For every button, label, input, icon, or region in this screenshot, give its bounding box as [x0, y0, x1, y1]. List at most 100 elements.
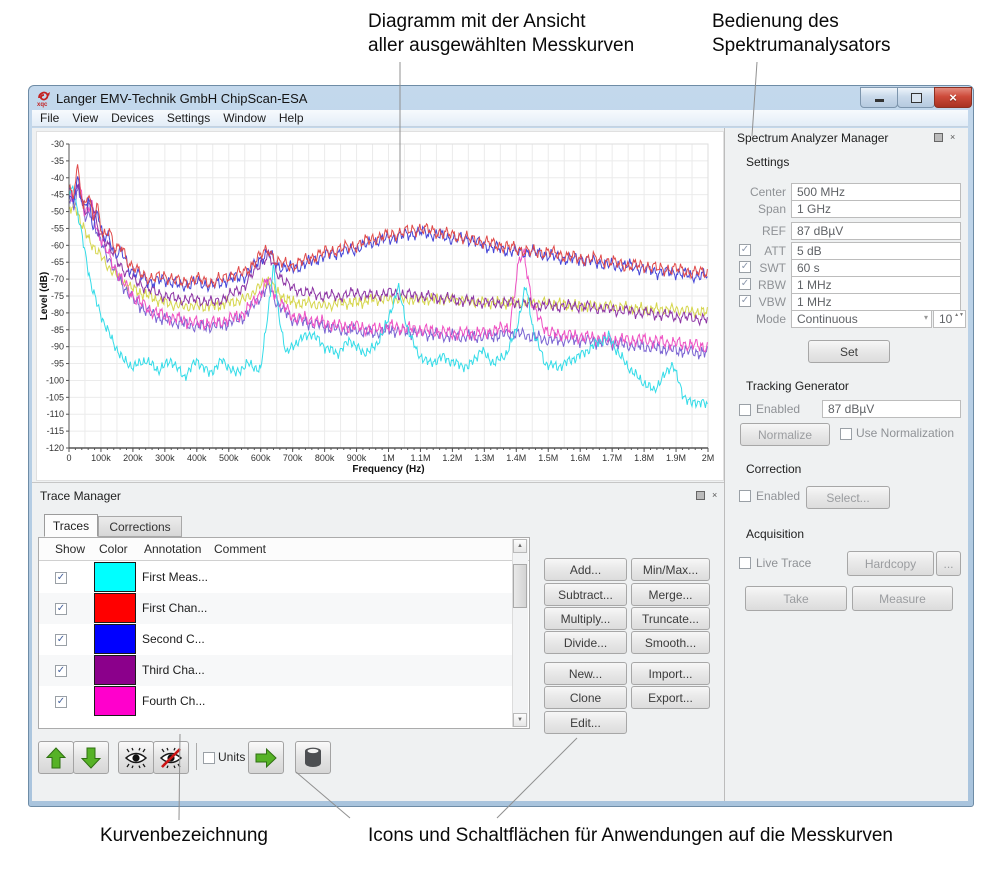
move-trace-up-button[interactable] — [38, 741, 74, 774]
menu-item-help[interactable]: Help — [278, 111, 304, 125]
delete-trace-button[interactable] — [295, 741, 331, 774]
trace-op-new-button[interactable]: New... — [544, 662, 627, 685]
normalize-button[interactable]: Normalize — [740, 423, 830, 446]
att-field[interactable]: 5 dB — [791, 242, 961, 260]
mode-label: Mode — [755, 312, 786, 326]
scroll-down-icon[interactable]: ▼ — [513, 713, 527, 727]
use-normalization-checkbox[interactable] — [840, 428, 852, 440]
swt-checkbox[interactable]: ✓ — [739, 261, 751, 273]
tracking-level-field[interactable]: 87 dBµV — [822, 400, 961, 418]
trace-op-add-button[interactable]: Add... — [544, 558, 627, 581]
y-tick-label: -75 — [51, 291, 64, 301]
y-tick-label: -105 — [46, 392, 64, 402]
table-row[interactable]: ✓ First Meas... — [39, 562, 513, 593]
menu-item-view[interactable]: View — [72, 111, 99, 125]
x-tick-label: 1M — [382, 453, 395, 463]
center-field[interactable]: 500 MHz — [791, 183, 961, 201]
live-trace-checkbox[interactable] — [739, 557, 751, 569]
trace-show-checkbox[interactable]: ✓ — [55, 634, 67, 646]
column-header-annotation[interactable]: Annotation — [144, 542, 202, 556]
trace-show-checkbox[interactable]: ✓ — [55, 603, 67, 615]
trace-op-truncate-button[interactable]: Truncate... — [631, 607, 710, 630]
menu-item-window[interactable]: Window — [223, 111, 266, 125]
move-trace-down-button[interactable] — [73, 741, 109, 774]
show-traces-button[interactable] — [118, 741, 154, 774]
menu-item-settings[interactable]: Settings — [166, 111, 211, 125]
column-header-show[interactable]: Show — [55, 542, 86, 556]
table-row[interactable]: ✓ First Chan... — [39, 593, 513, 624]
units-checkbox[interactable] — [203, 752, 215, 764]
trace-annotation: Third Cha... — [142, 663, 205, 677]
pin-icon[interactable] — [696, 491, 705, 500]
table-row[interactable]: ✓ Second C... — [39, 624, 513, 655]
langer-logo-icon: xqc — [37, 91, 50, 108]
column-header-color[interactable]: Color — [99, 542, 128, 556]
trace-color-swatch[interactable] — [94, 593, 136, 623]
hardcopy-more-button[interactable]: ... — [936, 551, 961, 576]
close-button[interactable]: × — [934, 87, 972, 108]
trace-op-export-button[interactable]: Export... — [631, 686, 710, 709]
trace-table-scrollbar[interactable]: ▲ ▼ — [512, 539, 528, 727]
span-field[interactable]: 1 GHz — [791, 200, 961, 218]
trace-op-multiply-button[interactable]: Multiply... — [544, 607, 627, 630]
ref-field[interactable]: 87 dBµV — [791, 222, 961, 240]
y-tick-label: -90 — [51, 342, 64, 352]
trace-line-firstchan — [68, 164, 708, 289]
panel-close-icon[interactable]: × — [712, 490, 718, 500]
menu-item-devices[interactable]: Devices — [111, 111, 154, 125]
vertical-splitter[interactable] — [724, 128, 725, 801]
take-button[interactable]: Take — [745, 586, 847, 611]
trace-show-checkbox[interactable]: ✓ — [55, 572, 67, 584]
att-checkbox[interactable]: ✓ — [739, 244, 751, 256]
title-bar[interactable]: xqc — [30, 86, 970, 110]
hardcopy-button[interactable]: Hardcopy — [847, 551, 934, 576]
trace-table-header: Show Color Annotation Comment — [39, 538, 529, 561]
window-title: Langer EMV-Technik GmbH ChipScan-ESA — [56, 91, 308, 106]
tab-corrections[interactable]: Corrections — [98, 516, 182, 537]
mode-count-spinner[interactable]: 10 ▲▼ — [933, 310, 966, 328]
horizontal-splitter[interactable] — [32, 482, 724, 483]
trace-annotation: First Meas... — [142, 570, 209, 584]
tracking-enabled-checkbox[interactable] — [739, 404, 751, 416]
select-correction-button[interactable]: Select... — [806, 486, 890, 509]
trace-color-swatch[interactable] — [94, 655, 136, 685]
panel-close-icon[interactable]: × — [950, 132, 956, 142]
trace-op-clone-button[interactable]: Clone — [544, 686, 627, 709]
trace-color-swatch[interactable] — [94, 686, 136, 716]
trace-op-divide-button[interactable]: Divide... — [544, 631, 627, 654]
rbw-field[interactable]: 1 MHz — [791, 276, 961, 294]
hide-traces-button[interactable] — [153, 741, 189, 774]
trace-color-swatch[interactable] — [94, 562, 136, 592]
scroll-up-icon[interactable]: ▲ — [513, 539, 527, 553]
trace-show-checkbox[interactable]: ✓ — [55, 665, 67, 677]
apply-button[interactable] — [248, 741, 284, 774]
menu-item-file[interactable]: File — [40, 111, 60, 125]
set-button[interactable]: Set — [808, 340, 890, 363]
trace-color-swatch[interactable] — [94, 624, 136, 654]
table-row[interactable]: ✓ Third Cha... — [39, 655, 513, 686]
trace-op-minmax-button[interactable]: Min/Max... — [631, 558, 710, 581]
vbw-field[interactable]: 1 MHz — [791, 293, 961, 311]
trace-op-subtract-button[interactable]: Subtract... — [544, 583, 627, 606]
pin-icon[interactable] — [934, 133, 943, 142]
trace-op-edit-button[interactable]: Edit... — [544, 711, 627, 734]
trace-op-merge-button[interactable]: Merge... — [631, 583, 710, 606]
maximize-button[interactable] — [897, 87, 935, 108]
table-row[interactable]: ✓ Fourth Ch... — [39, 686, 513, 717]
scrollbar-thumb[interactable] — [513, 564, 527, 608]
measure-button[interactable]: Measure — [852, 586, 953, 611]
tab-traces[interactable]: Traces — [44, 514, 98, 537]
vbw-checkbox[interactable]: ✓ — [739, 295, 751, 307]
mode-dropdown[interactable]: Continuous ▾ — [791, 310, 932, 328]
swt-field[interactable]: 60 s — [791, 259, 961, 277]
trace-op-smooth-button[interactable]: Smooth... — [631, 631, 710, 654]
spinner-arrows-icon[interactable]: ▲▼ — [954, 312, 964, 318]
trace-op-import-button[interactable]: Import... — [631, 662, 710, 685]
trace-show-checkbox[interactable]: ✓ — [55, 696, 67, 708]
x-tick-label: 1.6M — [570, 453, 590, 463]
rbw-checkbox[interactable]: ✓ — [739, 278, 751, 290]
toolbar-separator — [196, 743, 197, 770]
minimize-button[interactable] — [860, 87, 898, 108]
correction-enabled-checkbox[interactable] — [739, 490, 751, 502]
column-header-comment[interactable]: Comment — [214, 542, 267, 556]
